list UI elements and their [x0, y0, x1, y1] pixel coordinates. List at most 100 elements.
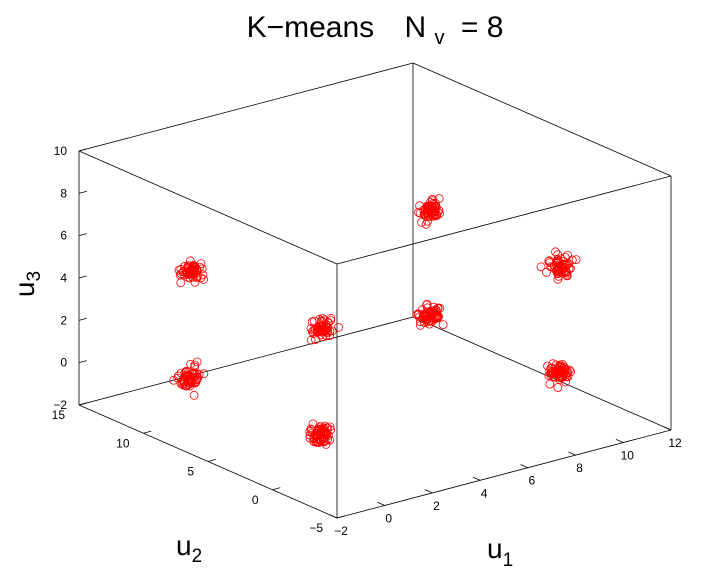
- data-point: [325, 331, 335, 341]
- cluster-7: [174, 256, 209, 288]
- data-point: [571, 255, 581, 265]
- data-point: [190, 277, 200, 287]
- x-tick: [520, 464, 529, 469]
- y-tick: [336, 515, 345, 519]
- data-point: [420, 204, 430, 214]
- data-point: [334, 322, 343, 332]
- data-point: [556, 254, 566, 264]
- title-main: K−means: [247, 11, 375, 44]
- cluster-8: [414, 194, 444, 229]
- box-edge: [412, 316, 672, 431]
- title-var-sub: v: [435, 27, 445, 49]
- data-point: [564, 259, 573, 269]
- data-point: [189, 390, 199, 400]
- z-tick: [78, 317, 87, 321]
- data-point: [196, 259, 206, 269]
- y-tick: [272, 487, 281, 491]
- cluster-2: [543, 359, 575, 392]
- data-point: [176, 264, 186, 274]
- data-point: [180, 368, 190, 378]
- data-point: [198, 270, 208, 280]
- data-point: [426, 316, 436, 326]
- box-edge: [336, 175, 672, 265]
- x-tick-label: −2: [334, 524, 348, 538]
- data-point: [176, 278, 186, 288]
- box-edge: [78, 316, 414, 406]
- x-tick-label: 4: [481, 486, 488, 500]
- data-point: [185, 256, 195, 266]
- data-point: [190, 378, 200, 388]
- box-edge: [78, 62, 414, 152]
- data-point: [326, 313, 336, 323]
- data-point: [309, 316, 319, 326]
- z-tick: [78, 275, 87, 279]
- z-tick-label: 8: [60, 186, 67, 200]
- data-point: [542, 267, 551, 277]
- x-tick-label: 12: [668, 436, 682, 450]
- y-tick-label: 15: [52, 408, 66, 422]
- z-tick: [78, 190, 87, 194]
- data-point: [173, 373, 183, 383]
- data-point: [536, 262, 546, 272]
- x-tick-label: 6: [529, 474, 536, 488]
- z-tick: [78, 360, 87, 364]
- data-point: [545, 256, 554, 266]
- box-edge: [336, 429, 672, 519]
- x-tick: [568, 451, 576, 456]
- cluster-5: [306, 313, 343, 345]
- data-point: [422, 308, 432, 318]
- data-point: [438, 320, 448, 330]
- data-point: [185, 263, 195, 273]
- z-tick: [78, 233, 87, 237]
- data-point: [565, 365, 574, 375]
- data-point: [323, 322, 333, 332]
- data-point: [551, 367, 561, 377]
- data-point: [186, 378, 196, 388]
- data-point: [322, 423, 332, 433]
- data-point: [431, 198, 440, 208]
- x-tick-label: 8: [576, 461, 583, 475]
- x-tick: [472, 476, 481, 481]
- data-point: [553, 383, 563, 392]
- data-point: [560, 362, 569, 372]
- cluster-3: [169, 357, 209, 400]
- box-edge: [412, 62, 672, 177]
- data-point: [432, 310, 441, 320]
- z-tick-label: 0: [60, 356, 67, 370]
- y-tick-label: 0: [252, 493, 259, 507]
- data-point: [544, 256, 554, 266]
- data-point: [315, 314, 324, 324]
- data-point: [421, 310, 431, 320]
- data-point: [185, 375, 195, 385]
- data-point: [192, 369, 202, 379]
- data-point: [419, 209, 429, 219]
- data-point: [313, 431, 323, 441]
- y-tick: [207, 459, 216, 462]
- data-points: [169, 194, 581, 449]
- data-point: [553, 362, 563, 372]
- z-tick: [78, 148, 87, 152]
- z-tick-label: 4: [60, 271, 67, 285]
- data-point: [188, 272, 198, 282]
- data-point: [179, 377, 189, 387]
- z-tick-label: 6: [60, 229, 67, 243]
- data-point: [430, 210, 440, 219]
- x-tick: [424, 489, 433, 494]
- data-point: [185, 267, 194, 277]
- cluster-6: [536, 247, 581, 284]
- x-axis-label: u1: [487, 533, 513, 571]
- data-point: [178, 374, 188, 384]
- data-point: [553, 274, 563, 284]
- y-tick-label: 10: [116, 436, 130, 450]
- data-point: [316, 436, 326, 446]
- data-point: [435, 209, 444, 219]
- y-tick-label: 5: [187, 465, 194, 479]
- z-tick-label: 10: [54, 144, 68, 158]
- data-point: [305, 433, 315, 443]
- data-point: [423, 216, 433, 226]
- x-tick: [377, 501, 385, 506]
- data-point: [318, 324, 328, 334]
- data-point: [192, 357, 202, 367]
